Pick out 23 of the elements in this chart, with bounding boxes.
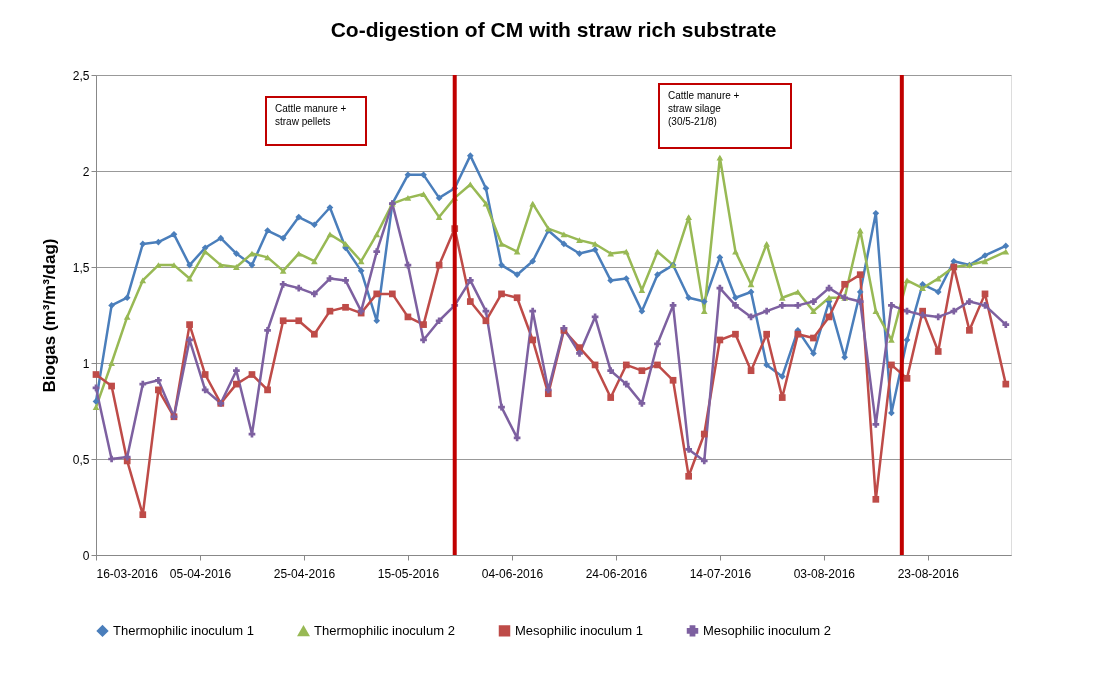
chart-title: Co-digestion of CM with straw rich substrate bbox=[330, 18, 777, 41]
x-tick-label: 14-07-2016 bbox=[689, 566, 752, 581]
y-tick-label: 2 bbox=[82, 164, 90, 179]
x-tick-label: 05-04-2016 bbox=[169, 566, 232, 581]
y-axis-title: Biogas (m³/m³/dag) bbox=[39, 238, 59, 393]
annotation: Cattle manure + straw silage (30/5-21/8) bbox=[668, 90, 740, 127]
y-tick-label: 2,5 bbox=[72, 68, 90, 83]
x-tick-label: 16-03-2016 bbox=[96, 566, 159, 581]
x-tick-label: 04-06-2016 bbox=[481, 566, 544, 581]
legend-label: Mesophilic inoculum 2 bbox=[703, 622, 831, 638]
y-tick-label: 1,5 bbox=[72, 260, 90, 275]
x-tick-label: 25-04-2016 bbox=[273, 566, 336, 581]
legend-label: Mesophilic inoculum 1 bbox=[515, 622, 643, 638]
x-tick-label: 23-08-2016 bbox=[897, 566, 960, 581]
x-tick-label: 15-05-2016 bbox=[377, 566, 440, 581]
legend-label: Thermophilic inoculum 2 bbox=[314, 623, 455, 639]
y-tick-label: 1 bbox=[82, 356, 90, 371]
annotation: Cattle manure + straw pellets bbox=[275, 103, 347, 127]
x-tick-label: 24-06-2016 bbox=[585, 566, 648, 581]
legend-label: Thermophilic inoculum 1 bbox=[113, 622, 254, 638]
y-tick-label: 0,5 bbox=[72, 452, 90, 467]
x-tick-label: 03-08-2016 bbox=[793, 566, 856, 581]
y-tick-label: 0 bbox=[82, 548, 90, 563]
